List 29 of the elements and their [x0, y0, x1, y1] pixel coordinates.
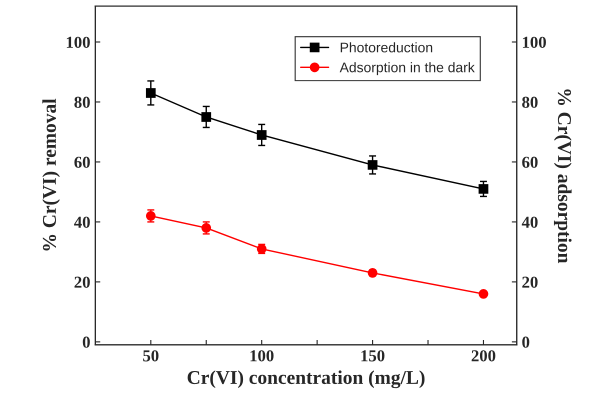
y-tick-label: 60 — [74, 156, 90, 168]
y-tick-label: 20 — [74, 276, 90, 288]
legend-label: Adsorption in the dark — [340, 62, 475, 76]
y2-tick-label: 40 — [522, 216, 538, 228]
y2-tick-label: 80 — [522, 96, 538, 108]
y2-axis-title: % Cr(VI) adsorption — [554, 89, 572, 264]
y-axis-title: % Cr(VI) removal — [42, 98, 60, 250]
y-tick-label: 0 — [82, 336, 90, 348]
point — [201, 112, 212, 122]
x-axis-title: Cr(VI) concentration (mg/L) — [188, 370, 425, 388]
point — [368, 160, 378, 170]
legend-label: Photoreduction — [340, 42, 432, 52]
y2-tick-label: 100 — [522, 36, 546, 48]
x-tick-label: 100 — [250, 350, 274, 362]
y-tick-label: 100 — [66, 36, 90, 48]
point — [146, 211, 156, 221]
x-tick-label: 150 — [361, 350, 384, 362]
point — [201, 223, 212, 233]
point — [478, 184, 488, 194]
y-tick-label: 40 — [74, 216, 90, 228]
x-tick-label: 200 — [472, 350, 496, 362]
y-tick-label: 80 — [74, 96, 90, 108]
point — [256, 130, 267, 140]
x-tick-label: 50 — [143, 350, 158, 362]
point — [146, 88, 156, 98]
y2-tick-label: 0 — [522, 336, 530, 348]
y2-tick-label: 60 — [522, 156, 538, 168]
point — [478, 289, 488, 299]
y2-tick-label: 20 — [522, 276, 538, 288]
